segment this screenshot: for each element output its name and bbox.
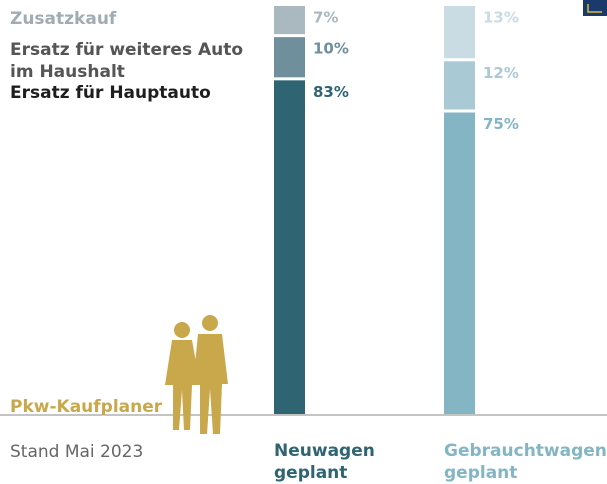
- bar-segment: [274, 6, 305, 34]
- bar-segment: [444, 113, 475, 415]
- value-label: 10%: [313, 40, 349, 58]
- footnote: Stand Mai 2023: [10, 441, 143, 463]
- category-label: Gebrauchtwagen geplant: [444, 440, 607, 484]
- legend-entry: Ersatz für weiteres Auto im Haushalt: [10, 39, 260, 83]
- silhouette: [165, 315, 228, 434]
- category-label: Neuwagen geplant: [274, 440, 394, 484]
- bar-segment: [274, 37, 305, 77]
- bar-segment: [444, 61, 475, 109]
- legend-entry: Ersatz für Hauptauto: [10, 82, 260, 104]
- legend-entry: Zusatzkauf: [10, 8, 260, 30]
- value-label: 13%: [483, 9, 519, 27]
- bar-segment: [274, 80, 305, 414]
- logo: [583, 0, 607, 16]
- page: 83% 10% 7% 75% 12% 13% Pkw-Kaufplaner Stand M…: [0, 0, 607, 484]
- bar-segment: [444, 6, 475, 58]
- value-label: 7%: [313, 9, 338, 27]
- brand: Pkw-Kaufplaner: [10, 396, 162, 418]
- value-label: 75%: [483, 115, 519, 133]
- value-label: 83%: [313, 83, 349, 101]
- value-label: 12%: [483, 64, 519, 82]
